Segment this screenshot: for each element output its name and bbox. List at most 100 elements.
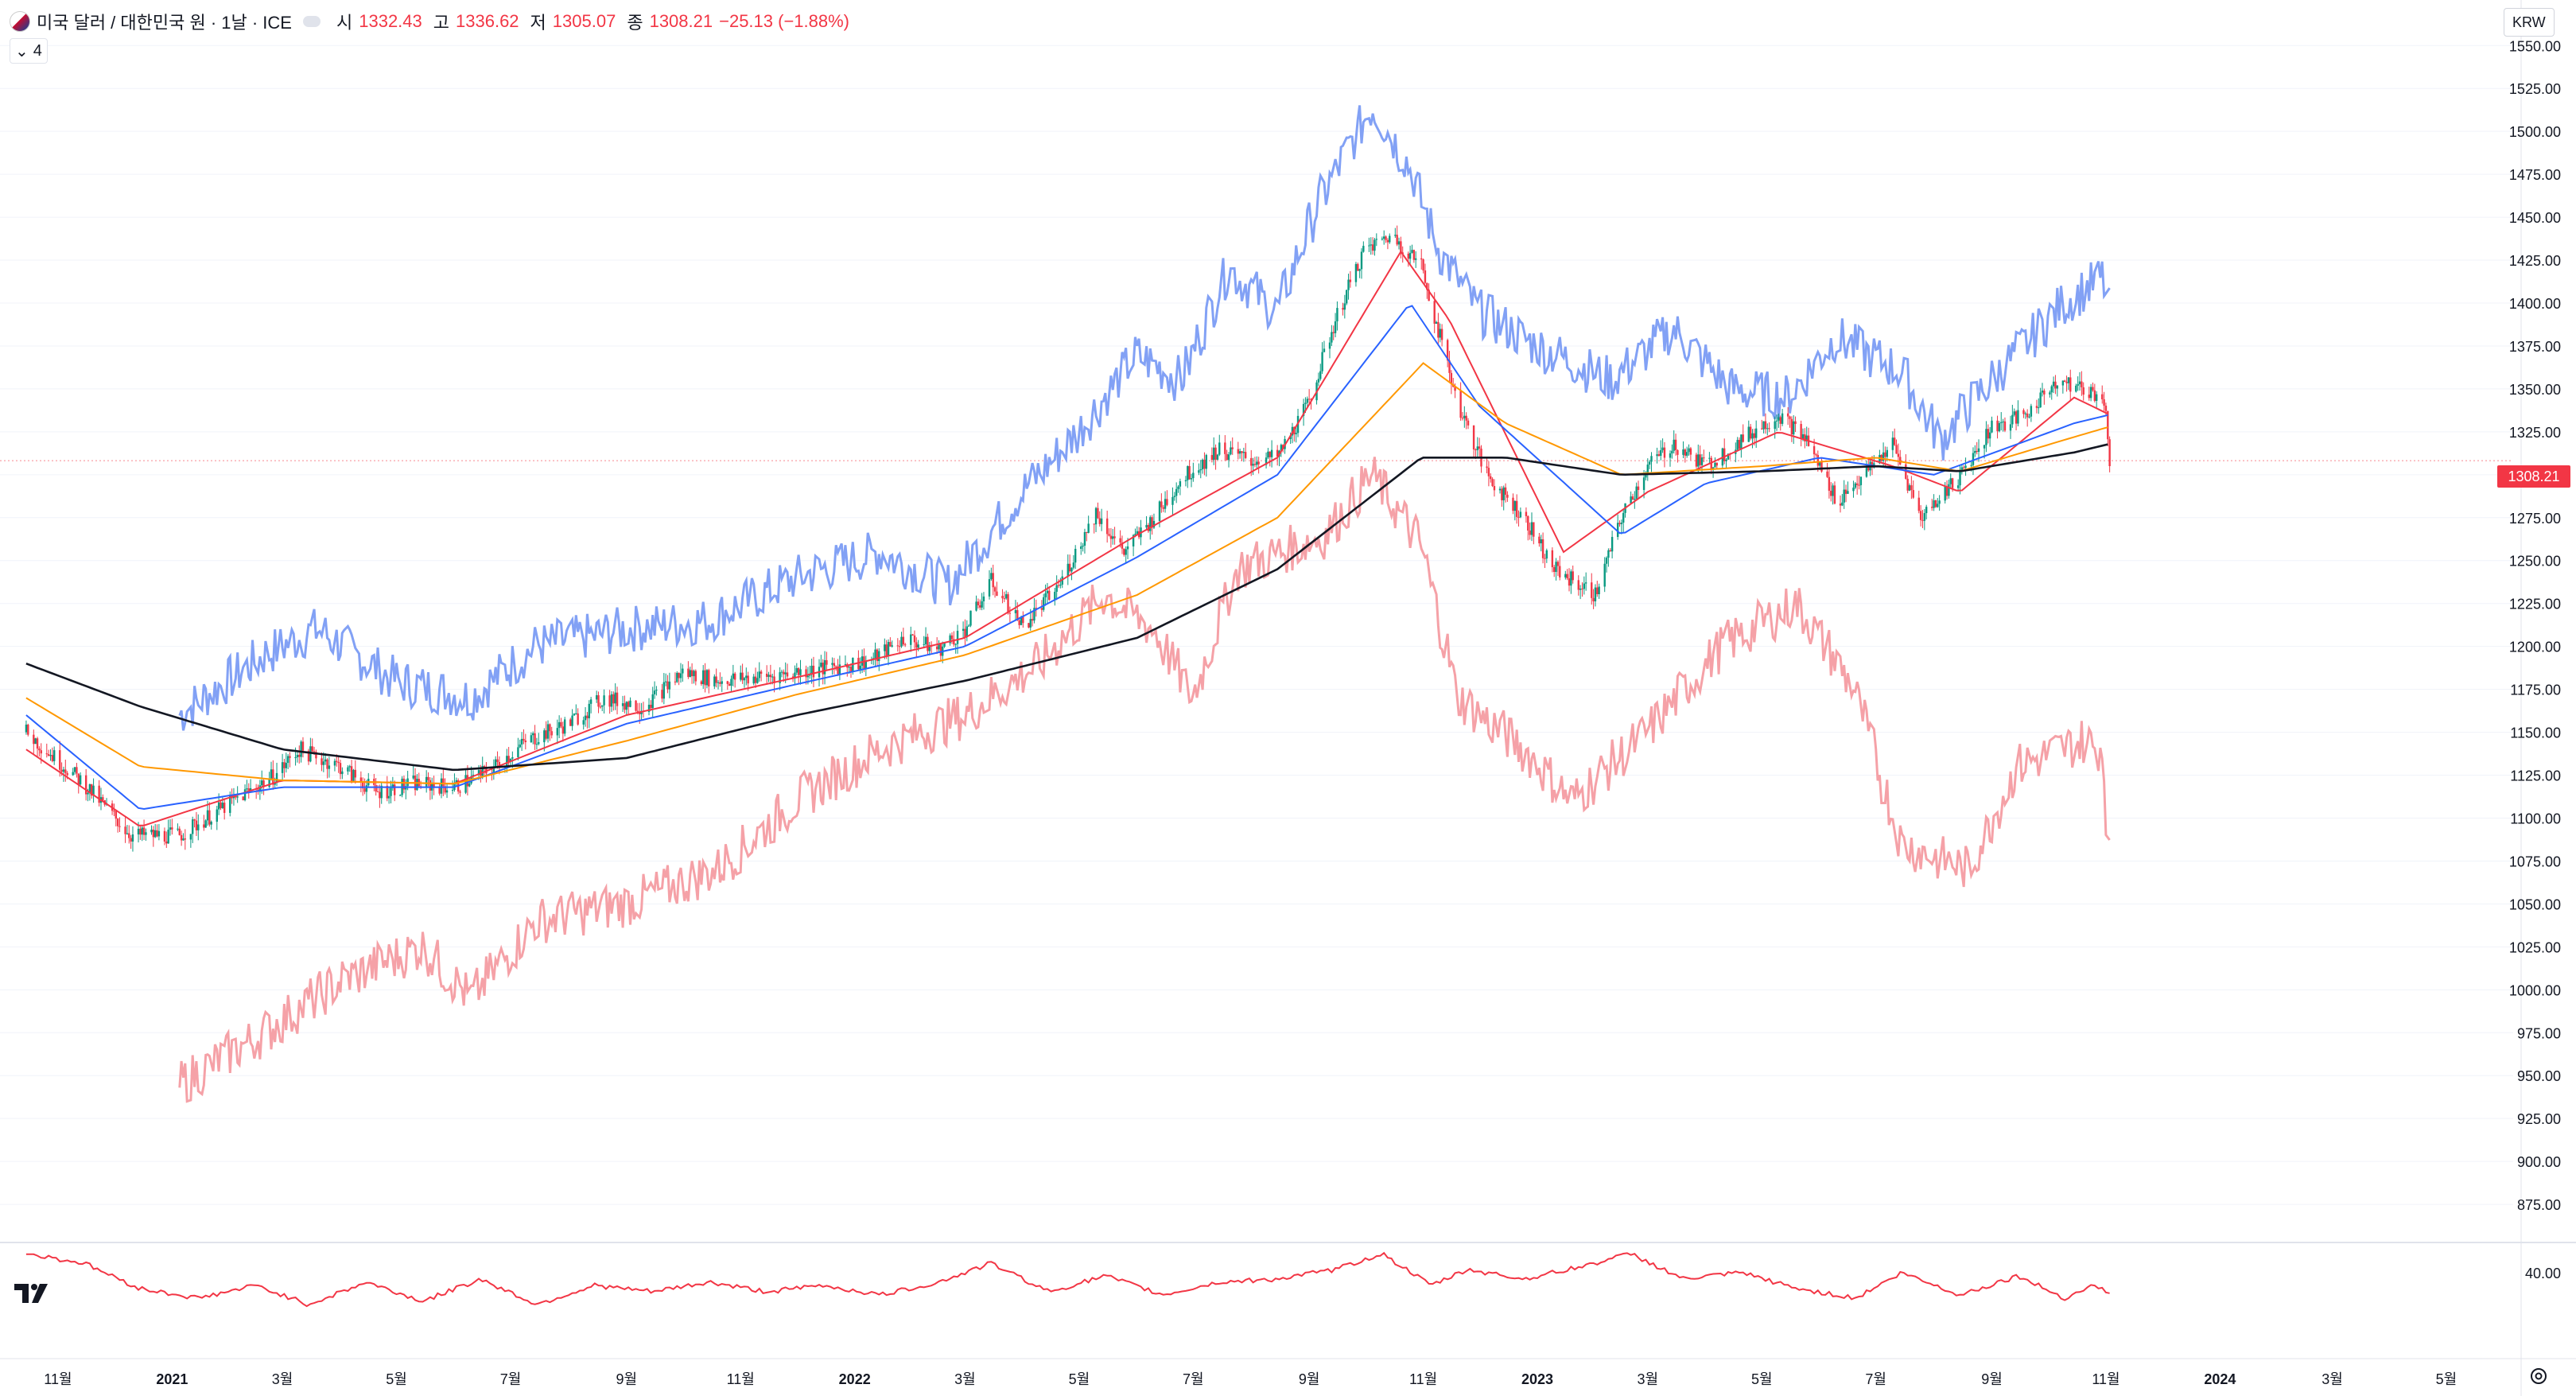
candle-body [1210,455,1214,461]
symbol-title[interactable]: 미국 달러 / 대한민국 원 · 1날 · ICE [37,13,292,33]
candle-body [165,841,168,844]
candle-body [1855,483,1859,485]
candle-body [1158,501,1161,521]
indicators-toggle[interactable]: ⌄ 4 [10,38,48,64]
candle-body [59,750,61,770]
candle-body [876,649,879,662]
candle-body [1179,481,1182,487]
currency-button[interactable]: KRW [2504,8,2555,37]
candle-body [354,769,357,778]
candle-body [1891,437,1894,450]
candle-body [732,673,735,679]
candle-body [1933,500,1935,508]
candle-body [1579,589,1582,590]
candle-body [2035,406,2038,408]
candle-body [878,651,880,662]
candle-body [806,675,810,678]
candle-body [1055,585,1058,592]
candle-body [1199,469,1202,471]
candle-body [838,664,841,675]
time-axis[interactable]: 11월 2021 3월 5월 7월 9월 11월 2022 3월 5월 7월 9월 11월 2023 3월 5… [0,1358,2576,1387]
candle-body [311,746,313,752]
candle-body [765,673,768,677]
candlestick-series [25,225,2111,852]
candle-body [1113,536,1116,539]
candle-body [2030,406,2033,417]
candle-body [1723,448,1726,461]
candle-body [812,665,815,678]
candle-body [204,820,207,828]
candle-body [1267,451,1269,458]
candle-body [950,635,954,640]
candle-body [783,671,785,675]
candle-body [157,830,161,837]
y-tick-label: 925.00 [2517,1111,2561,1127]
candle-body [1708,457,1711,459]
candle-body [1843,489,1845,503]
candle-body [1192,472,1195,479]
symbol-legend: 미국 달러 / 대한민국 원 · 1날 · ICE 시 1332.43 고 1336… [10,8,849,35]
candle-body [1396,235,1398,245]
candle-body [769,675,772,678]
candle-body [283,762,286,768]
candle-body [1790,418,1793,435]
candle-body [27,724,29,735]
candle-body [1533,522,1535,537]
candle-body [1446,340,1449,361]
candle-body [1912,490,1914,498]
candle-body [391,784,394,788]
candle-body [1761,428,1763,430]
candle-body [477,770,480,775]
candle-body [560,721,562,727]
y-tick-label: 1125.00 [2510,768,2561,784]
tradingview-logo-icon[interactable] [13,1279,54,1308]
candle-body [296,755,299,758]
candle-body [1119,538,1121,542]
candle-body [362,782,364,789]
candle-body [2069,377,2072,392]
candle-body [2092,387,2094,391]
candle-body [1778,417,1780,421]
candle-body [261,780,263,786]
market-status-icon[interactable] [302,16,321,27]
candle-body [693,671,695,677]
price-axis[interactable]: 1550.00 1525.00 1500.00 1475.00 1450.00 1425.… [2509,0,2561,1396]
candle-body [1093,523,1095,525]
candle-body [676,672,678,682]
candle-body [1354,263,1358,282]
candle-body [1959,471,1961,486]
candle-body [73,767,76,772]
candle-body [535,744,538,745]
candle-body [1669,453,1672,458]
candle-body [380,785,383,799]
y-tick-label: 1150.00 [2510,725,2561,741]
candle-body [511,756,514,759]
candle-body [2081,381,2083,387]
candle-body [1474,449,1477,451]
candle-body [294,757,297,759]
candle-body [702,670,705,685]
y-tick-label: 1550.00 [2509,38,2561,54]
candle-body [967,625,970,627]
candle-body [1677,449,1679,455]
candle-body [1435,321,1438,324]
low-label: 저 [530,13,546,33]
candle-body [1094,507,1098,525]
candle-body [1317,379,1320,383]
candle-body [1793,421,1795,435]
candle-body [1775,420,1778,422]
candle-body [49,755,52,756]
candle-body [1506,494,1509,498]
comparison-series-2 [178,457,2111,1103]
candle-body [1800,424,1802,439]
candle-body [84,775,87,795]
settings-gear-icon[interactable] [2527,1365,2550,1387]
candle-body [1472,425,1475,450]
candle-body [2082,387,2085,395]
candle-body [2103,399,2105,406]
candle-body [935,646,938,650]
candle-body [1188,466,1191,480]
candle-body [719,682,721,684]
candle-body [468,783,471,787]
